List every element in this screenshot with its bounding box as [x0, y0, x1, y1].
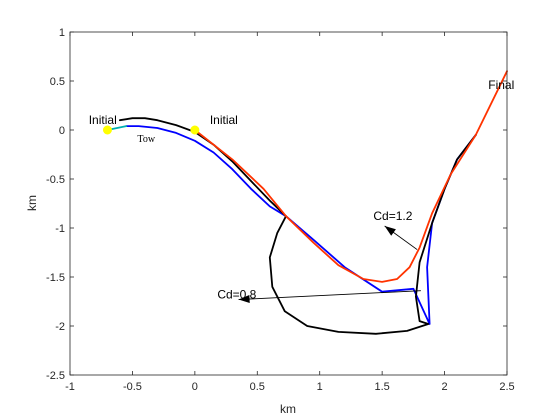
plot-area — [70, 32, 507, 375]
axes-box — [69, 31, 508, 376]
x-tick-label-1: -0.5 — [123, 381, 142, 393]
y-tick-label-2: 0 — [59, 125, 65, 137]
annotation-layer: Initial Initial Final Tow Cd=1.2 Cd=0.8 — [89, 78, 515, 302]
start-marker-0 — [102, 125, 112, 135]
y-tick-label-3: -0.5 — [46, 174, 65, 186]
annotation-cd-0-8-5: Cd=0.8 — [217, 288, 256, 302]
arrow-line-1 — [238, 290, 421, 300]
x-tick-label-4: 1 — [317, 381, 323, 393]
annotation-initial-1: Initial — [210, 113, 238, 127]
y-tick-label-4: -1 — [55, 223, 65, 235]
x-ticks: -1 -0.5 0 0.5 1 1.5 2 2.5 — [65, 32, 515, 393]
arrow-layer — [238, 225, 421, 304]
annotation-cd-1-2-4: Cd=1.2 — [373, 209, 412, 223]
arrow-head-1 — [238, 295, 250, 304]
y-tick-label-6: -2 — [55, 321, 65, 333]
x-tick-label-7: 2.5 — [499, 381, 514, 393]
y-tick-label-5: -1.5 — [46, 272, 65, 284]
x-tick-label-5: 1.5 — [374, 381, 389, 393]
y-tick-label-1: 0.5 — [50, 76, 65, 88]
arrow-head-0 — [384, 226, 396, 236]
y-axis-label: km — [25, 195, 39, 211]
x-tick-label-2: 0 — [192, 381, 198, 393]
x-tick-label-0: -1 — [65, 381, 75, 393]
y-tick-label-7: -2.5 — [46, 370, 65, 382]
series-line-3 — [193, 70, 508, 283]
x-axis-label: km — [280, 402, 296, 416]
series-line-2 — [268, 133, 477, 335]
x-tick-label-6: 2 — [442, 381, 448, 393]
start-marker-1 — [190, 125, 200, 135]
y-ticks: 1 0.5 0 -0.5 -1 -1.5 -2 -2.5 — [46, 27, 507, 382]
annotation-initial-0: Initial — [89, 113, 117, 127]
annotation-final-2: Final — [488, 78, 514, 92]
annotation-tow-3: Tow — [137, 134, 155, 145]
y-tick-label-0: 1 — [59, 27, 65, 39]
x-tick-label-3: 0.5 — [250, 381, 265, 393]
series-line-0 — [125, 125, 477, 325]
marker-layer — [102, 125, 200, 135]
